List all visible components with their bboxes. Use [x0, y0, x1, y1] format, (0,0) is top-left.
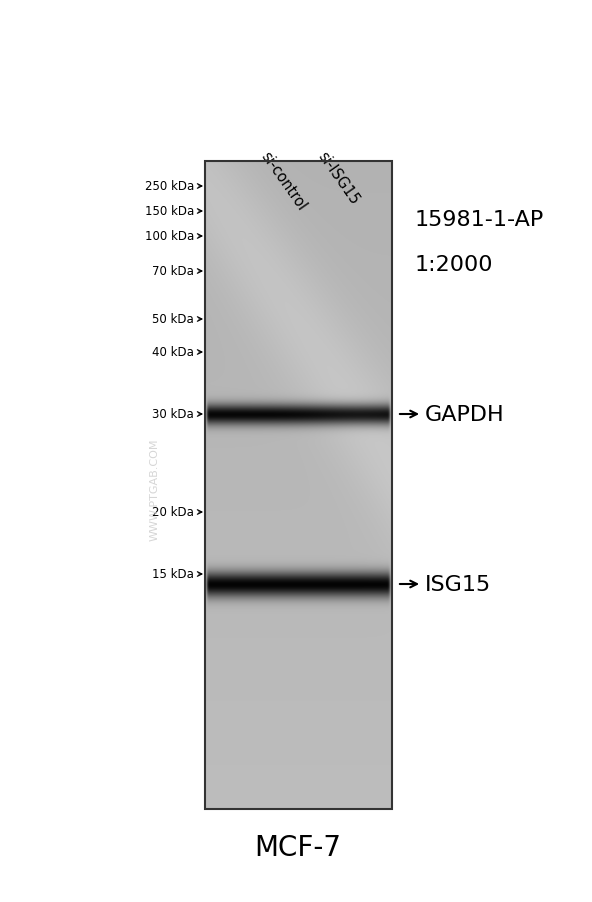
Text: ISG15: ISG15: [425, 575, 491, 594]
Text: 50 kDa: 50 kDa: [152, 313, 194, 327]
Text: 250 kDa: 250 kDa: [145, 180, 194, 193]
Text: si-control: si-control: [258, 149, 309, 214]
Text: si-ISG15: si-ISG15: [315, 149, 362, 207]
Text: 150 kDa: 150 kDa: [145, 206, 194, 218]
Text: 1:2000: 1:2000: [415, 254, 494, 275]
Bar: [205, 161, 392, 809]
Text: 100 kDa: 100 kDa: [145, 230, 194, 244]
Text: 15 kDa: 15 kDa: [152, 568, 194, 581]
Text: MCF-7: MCF-7: [255, 833, 342, 861]
Text: 20 kDa: 20 kDa: [152, 506, 194, 519]
Text: GAPDH: GAPDH: [425, 405, 504, 425]
Text: WWW.PTGAB.COM: WWW.PTGAB.COM: [150, 438, 160, 540]
Text: 30 kDa: 30 kDa: [152, 408, 194, 421]
Text: 15981-1-AP: 15981-1-AP: [415, 210, 544, 230]
Text: 40 kDa: 40 kDa: [152, 346, 194, 359]
Text: 70 kDa: 70 kDa: [152, 265, 194, 278]
